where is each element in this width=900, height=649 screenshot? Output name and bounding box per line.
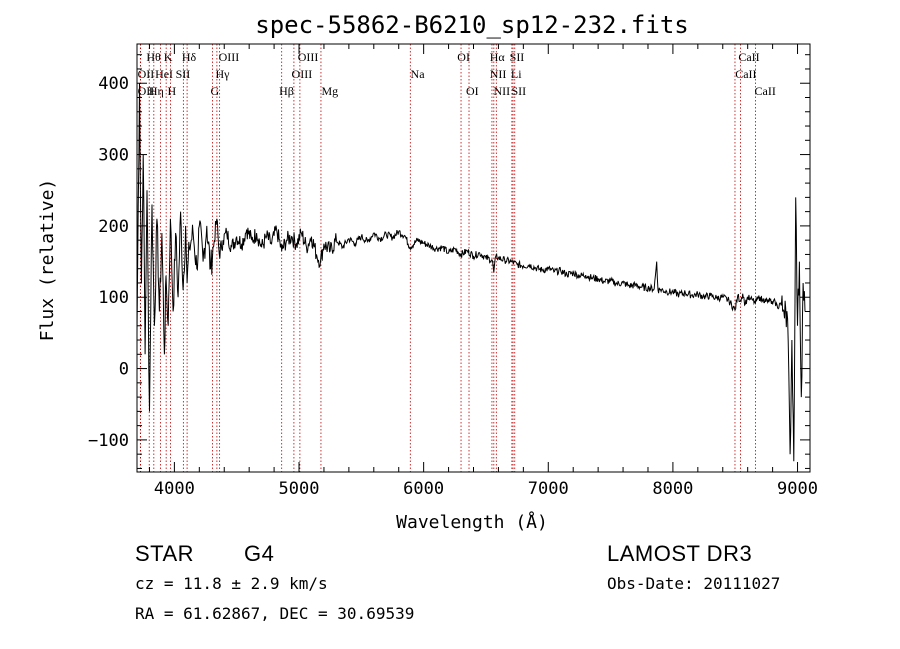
line-label: G: [211, 84, 220, 98]
line-label: H: [168, 84, 177, 98]
axis-tick-labels: 4000 5000 6000 7000 8000 9000 −100 0 100 200 300 40…: [88, 74, 818, 499]
line-label: Hγ: [216, 67, 231, 81]
line-label: OIII: [219, 50, 240, 64]
y-tick-label: 300: [98, 146, 129, 166]
y-tick-label: 400: [98, 74, 129, 94]
line-label: OII: [138, 84, 155, 98]
line-label: Hβ: [279, 84, 294, 98]
survey-name: LAMOST DR3: [607, 541, 753, 566]
spectral-line-markers: [139, 44, 756, 472]
line-label: NII: [493, 84, 510, 98]
line-label: Na: [411, 67, 426, 81]
line-label: Li: [511, 67, 522, 81]
y-tick-label: 100: [98, 288, 129, 308]
x-tick-label: 7000: [528, 479, 569, 499]
line-label: Mg: [321, 84, 338, 98]
line-label: NII: [490, 67, 507, 81]
x-tick-label: 9000: [777, 479, 818, 499]
line-label: OIII: [298, 50, 319, 64]
line-label: SII: [176, 67, 191, 81]
axis-tick-marks: [137, 44, 810, 472]
x-tick-label: 8000: [652, 479, 693, 499]
y-tick-label: 200: [98, 217, 129, 237]
y-tick-label: −100: [88, 431, 129, 451]
line-label: HeI: [155, 67, 173, 81]
x-tick-label: 6000: [403, 479, 444, 499]
line-label: OI: [457, 50, 470, 64]
line-label: CaII: [735, 67, 756, 81]
coordinates: RA = 61.62867, DEC = 30.69539: [135, 604, 415, 623]
line-label: OI: [466, 84, 479, 98]
line-label: SII: [510, 50, 525, 64]
line-label: OIII: [292, 67, 313, 81]
line-label: K: [164, 50, 173, 64]
line-label: Hη: [149, 84, 164, 98]
x-tick-label: 5000: [279, 479, 320, 499]
y-tick-label: 0: [119, 360, 129, 380]
x-axis-label: Wavelength (Å): [396, 511, 548, 533]
plot-frame: [136, 43, 811, 473]
object-subclass: G4: [244, 541, 275, 566]
x-tick-label: 4000: [154, 479, 195, 499]
line-label: Hα: [490, 50, 506, 64]
chart-title: spec-55862-B6210_sp12-232.fits: [255, 11, 688, 39]
observation-date: Obs-Date: 20111027: [607, 574, 781, 593]
object-class: STAR: [135, 541, 195, 566]
line-label: CaII: [738, 50, 759, 64]
line-label: SII: [512, 84, 527, 98]
line-label: Hδ: [182, 50, 197, 64]
line-label: Hθ: [146, 50, 161, 64]
flux-series-line: [136, 83, 806, 462]
line-label: CaII: [755, 84, 776, 98]
redshift-value: cz = 11.8 ± 2.9 km/s: [135, 574, 328, 593]
y-axis-label: Flux (relative): [37, 179, 58, 342]
line-label: OII: [138, 67, 155, 81]
